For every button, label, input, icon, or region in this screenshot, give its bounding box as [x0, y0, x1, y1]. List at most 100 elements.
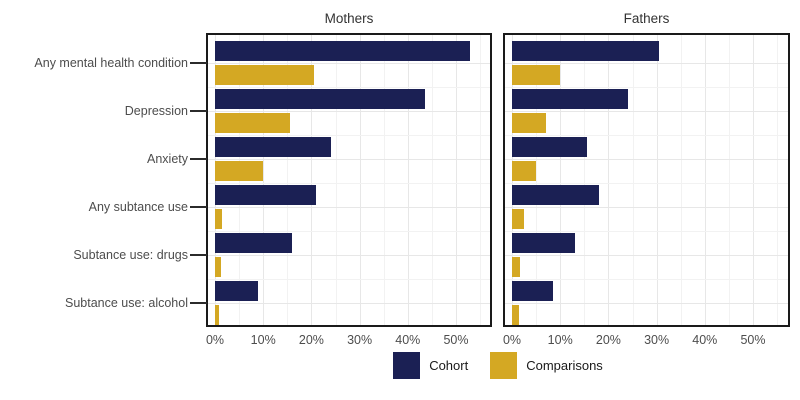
grid-line-vertical: [608, 35, 610, 325]
x-axis-tick-label: 50%: [740, 333, 766, 347]
grid-line-horizontal: [208, 183, 490, 184]
grid-line-horizontal: [505, 183, 788, 184]
panel-mothers: [206, 33, 492, 327]
x-axis-tick-label: 0%: [205, 333, 225, 347]
grid-line-vertical: [728, 35, 730, 325]
grid-line-vertical: [383, 35, 385, 325]
bar-cohort: [215, 41, 471, 61]
bar-comparisons: [512, 65, 561, 85]
grid-line-vertical: [311, 35, 313, 325]
y-axis-category-label: Depression: [124, 104, 188, 118]
y-axis-category-label: Subtance use: drugs: [73, 248, 188, 262]
grid-line-horizontal: [208, 63, 490, 64]
bar-cohort: [512, 137, 587, 157]
bar-comparisons: [215, 113, 290, 133]
bar-comparisons: [512, 161, 537, 181]
y-axis-tick: [190, 158, 207, 160]
y-axis-category-label: Any mental health condition: [34, 56, 188, 70]
bar-cohort: [215, 281, 259, 301]
grid-line-vertical: [287, 35, 289, 325]
bar-comparisons: [512, 257, 520, 277]
grid-line-vertical: [560, 35, 562, 325]
legend-item-comparisons: Comparisons: [490, 351, 603, 379]
legend: Cohort Comparisons: [206, 351, 790, 379]
x-axis-tick-label: 10%: [547, 333, 573, 347]
bar-cohort: [215, 233, 293, 253]
bar-comparisons: [215, 209, 223, 229]
grid-line-vertical: [359, 35, 361, 325]
bar-comparisons: [215, 257, 221, 277]
grid-line-vertical: [680, 35, 682, 325]
bar-cohort: [512, 281, 553, 301]
grid-line-vertical: [584, 35, 586, 325]
grid-line-horizontal: [505, 231, 788, 232]
x-axis-tick-label: 20%: [595, 333, 621, 347]
grid-line-vertical: [632, 35, 634, 325]
legend-label-cohort: Cohort: [429, 357, 469, 373]
grid-line-horizontal: [505, 159, 788, 160]
y-axis-tick: [190, 302, 207, 304]
panel-title-fathers: Fathers: [623, 11, 670, 26]
bar-comparisons: [215, 305, 219, 325]
grid-line-horizontal: [505, 279, 788, 280]
grid-line-horizontal: [208, 279, 490, 280]
y-axis-category-label: Anxiety: [147, 152, 188, 166]
x-axis-tick-label: 40%: [395, 333, 421, 347]
grid-line-vertical: [456, 35, 457, 325]
grid-line-horizontal: [208, 231, 490, 232]
y-axis-tick: [190, 206, 207, 208]
grid-line-horizontal: [505, 87, 788, 88]
grid-line-horizontal: [505, 255, 788, 256]
grid-line-horizontal: [208, 255, 490, 256]
x-axis-tick-label: 0%: [502, 333, 522, 347]
bar-comparisons: [512, 209, 525, 229]
bar-comparisons: [215, 65, 314, 85]
x-axis-tick-label: 50%: [443, 333, 469, 347]
bar-cohort: [215, 185, 317, 205]
grid-line-vertical: [480, 35, 482, 325]
bar-cohort: [215, 137, 331, 157]
grid-line-vertical: [777, 35, 779, 325]
x-axis-tick-label: 20%: [298, 333, 324, 347]
grid-line-horizontal: [505, 135, 788, 136]
panel-mothers-plot-area: [208, 35, 490, 325]
x-axis-tick-label: 10%: [250, 333, 276, 347]
grid-line-vertical: [335, 35, 337, 325]
panel-fathers-plot-area: [505, 35, 788, 325]
panel-fathers: [503, 33, 790, 327]
comparisons-swatch-icon: [490, 351, 518, 379]
grid-line-vertical: [407, 35, 409, 325]
bar-cohort: [512, 233, 575, 253]
panel-title-mothers: Mothers: [324, 11, 374, 26]
y-axis-tick: [190, 110, 207, 112]
grid-line-horizontal: [208, 87, 490, 88]
x-axis-tick-label: 40%: [692, 333, 718, 347]
grid-line-vertical: [704, 35, 706, 325]
grid-line-vertical: [656, 35, 658, 325]
grid-line-horizontal: [505, 303, 788, 304]
bar-cohort: [512, 89, 628, 109]
grid-line-horizontal: [208, 159, 490, 160]
bar-cohort: [512, 185, 599, 205]
x-axis-tick-label: 30%: [347, 333, 373, 347]
grid-line-vertical: [753, 35, 754, 325]
grid-line-vertical: [263, 35, 265, 325]
bar-cohort: [512, 41, 659, 61]
y-axis-category-label: Any subtance use: [88, 200, 188, 214]
grid-line-horizontal: [208, 111, 490, 112]
bar-comparisons: [512, 113, 546, 133]
grid-line-vertical: [536, 35, 538, 325]
legend-item-cohort: Cohort: [393, 351, 469, 379]
grid-line-horizontal: [505, 63, 788, 64]
grid-line-vertical: [431, 35, 433, 325]
bar-comparisons: [512, 305, 519, 325]
legend-label-comparisons: Comparisons: [526, 357, 603, 373]
bar-comparisons: [215, 161, 264, 181]
y-axis-tick: [190, 254, 207, 256]
grid-line-horizontal: [208, 207, 490, 208]
y-axis-tick: [190, 62, 207, 64]
grid-line-horizontal: [505, 207, 788, 208]
bar-cohort: [215, 89, 425, 109]
cohort-swatch-icon: [393, 351, 421, 379]
